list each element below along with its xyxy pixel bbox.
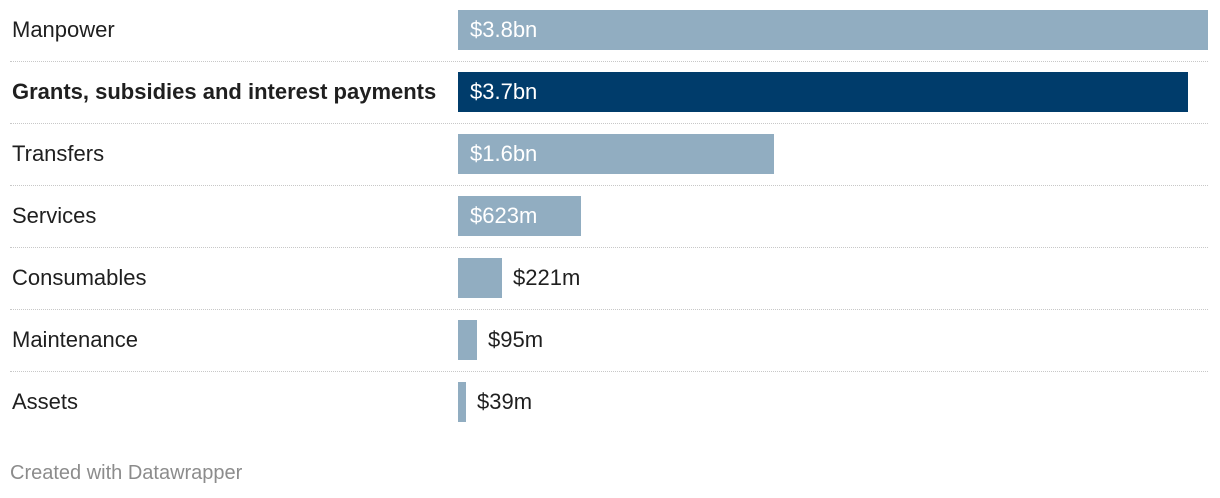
- category-label: Assets: [12, 389, 79, 414]
- category-label: Grants, subsidies and interest payments: [12, 79, 437, 104]
- bar: [458, 134, 774, 174]
- row-separator: [10, 309, 1208, 310]
- row-separator: [10, 371, 1208, 372]
- value-label: $3.7bn: [470, 79, 538, 104]
- value-label: $1.6bn: [470, 141, 538, 166]
- chart-row: Consumables $221m: [0, 258, 1220, 320]
- bar: [458, 320, 477, 360]
- row-separator: [10, 61, 1208, 62]
- value-label: $39m: [477, 389, 533, 414]
- row-separator: [10, 185, 1208, 186]
- bar: [458, 72, 1188, 112]
- chart-row: Services $623m: [0, 196, 1220, 258]
- category-label: Services: [12, 203, 97, 228]
- category-label: Consumables: [12, 265, 147, 290]
- row-separator: [10, 123, 1208, 124]
- category-label: Maintenance: [12, 327, 138, 352]
- chart-row: Maintenance $95m: [0, 320, 1220, 382]
- category-label: Manpower: [12, 17, 115, 42]
- value-label: $95m: [488, 327, 544, 352]
- bar: [458, 382, 466, 422]
- bar: [458, 10, 1208, 50]
- bar-chart: Manpower $3.8bn Grants, subsidies and inte…: [0, 10, 1220, 422]
- bar: [458, 258, 502, 298]
- bar: [458, 196, 581, 236]
- row-separator: [10, 247, 1208, 248]
- value-label: $221m: [513, 265, 581, 290]
- chart-row: Grants, subsidies and interest payments $…: [0, 72, 1220, 134]
- chart-row: Transfers $1.6bn: [0, 134, 1220, 196]
- value-label: $3.8bn: [470, 17, 538, 42]
- chart-row: Assets $39m: [0, 382, 1220, 444]
- footer-credit: Created with Datawrapper: [10, 462, 243, 484]
- chart-row: Manpower $3.8bn: [0, 10, 1220, 72]
- category-label: Transfers: [12, 141, 105, 166]
- value-label: $623m: [470, 203, 538, 228]
